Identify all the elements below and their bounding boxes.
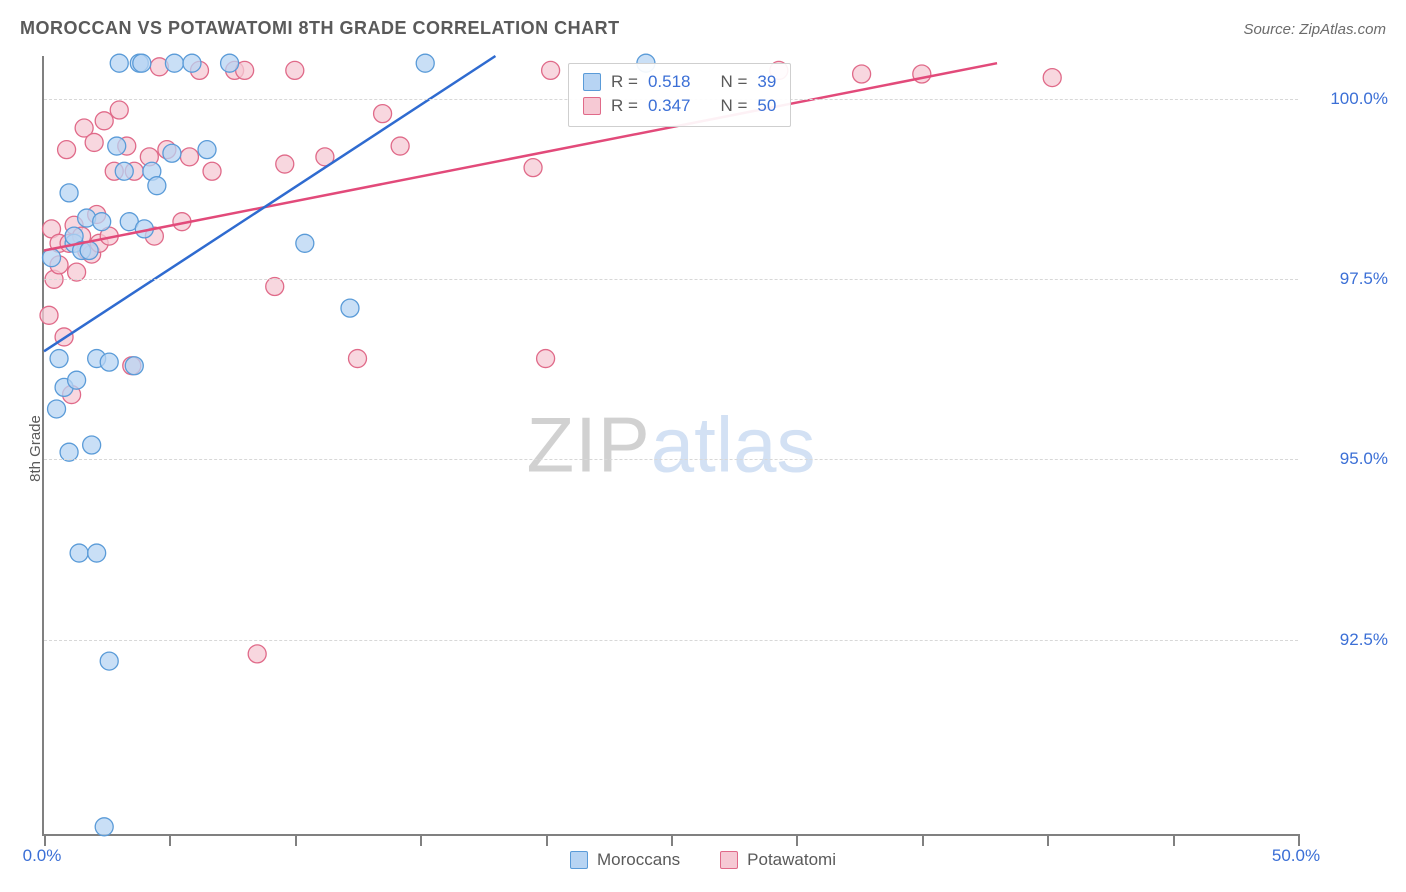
data-point-moroccans [183, 54, 201, 72]
data-point-potawatomi [85, 133, 103, 151]
y-tick-label: 100.0% [1330, 89, 1388, 109]
data-point-moroccans [115, 162, 133, 180]
legend-item-moroccans: Moroccans [570, 850, 680, 870]
data-point-potawatomi [95, 112, 113, 130]
stats-n-value: 39 [757, 72, 776, 92]
plot-area: ZIPatlas R =0.518N =39R =0.347N =50 [42, 56, 1298, 836]
x-tick [546, 834, 548, 846]
trend-line-moroccans [44, 56, 495, 351]
data-point-moroccans [165, 54, 183, 72]
data-point-potawatomi [286, 61, 304, 79]
x-tick [1298, 834, 1300, 846]
x-tick [44, 834, 46, 846]
data-point-potawatomi [391, 137, 409, 155]
data-point-moroccans [100, 652, 118, 670]
stats-r-label: R = [611, 72, 638, 92]
data-point-moroccans [70, 544, 88, 562]
data-point-moroccans [48, 400, 66, 418]
data-point-potawatomi [40, 306, 58, 324]
stats-swatch [583, 97, 601, 115]
x-tick [1047, 834, 1049, 846]
gridline-h [44, 459, 1298, 460]
data-point-moroccans [83, 436, 101, 454]
data-point-moroccans [110, 54, 128, 72]
data-point-potawatomi [248, 645, 266, 663]
data-point-potawatomi [203, 162, 221, 180]
data-point-moroccans [163, 144, 181, 162]
gridline-h [44, 640, 1298, 641]
data-point-potawatomi [276, 155, 294, 173]
x-tick [922, 834, 924, 846]
data-point-potawatomi [110, 101, 128, 119]
data-point-potawatomi [524, 159, 542, 177]
data-point-moroccans [296, 234, 314, 252]
data-point-moroccans [133, 54, 151, 72]
chart-title: MOROCCAN VS POTAWATOMI 8TH GRADE CORRELA… [20, 18, 620, 39]
y-tick-column: 100.0% 97.5% 95.0% 92.5% [1296, 56, 1406, 834]
y-tick-label: 95.0% [1340, 449, 1388, 469]
data-point-moroccans [125, 357, 143, 375]
data-point-moroccans [416, 54, 434, 72]
data-point-moroccans [60, 184, 78, 202]
stats-n-label: N = [720, 96, 747, 116]
swatch-moroccans [570, 851, 588, 869]
data-point-potawatomi [374, 105, 392, 123]
stats-r-value: 0.347 [648, 96, 691, 116]
data-point-potawatomi [180, 148, 198, 166]
bottom-legend: Moroccans Potawatomi [0, 850, 1406, 870]
x-tick [420, 834, 422, 846]
data-point-moroccans [108, 137, 126, 155]
data-point-moroccans [341, 299, 359, 317]
chart-header: MOROCCAN VS POTAWATOMI 8TH GRADE CORRELA… [20, 18, 1386, 39]
data-point-moroccans [198, 141, 216, 159]
x-tick [1173, 834, 1175, 846]
plot-svg [44, 56, 1298, 834]
x-tick [796, 834, 798, 846]
data-point-potawatomi [853, 65, 871, 83]
data-point-moroccans [68, 371, 86, 389]
stats-r-label: R = [611, 96, 638, 116]
swatch-potawatomi [720, 851, 738, 869]
stats-row: R = 0.518 N = 39 [583, 70, 776, 94]
data-point-potawatomi [537, 350, 555, 368]
data-point-moroccans [93, 213, 111, 231]
legend-item-potawatomi: Potawatomi [720, 850, 836, 870]
data-point-potawatomi [542, 61, 560, 79]
stats-r-value: 0.518 [648, 72, 691, 92]
stats-n-label: N = [720, 72, 747, 92]
data-point-moroccans [88, 544, 106, 562]
x-tick [671, 834, 673, 846]
chart-source: Source: ZipAtlas.com [1243, 21, 1386, 38]
data-point-moroccans [148, 177, 166, 195]
legend-label-moroccans: Moroccans [597, 850, 680, 870]
data-point-potawatomi [349, 350, 367, 368]
y-tick-label: 97.5% [1340, 269, 1388, 289]
y-tick-label: 92.5% [1340, 630, 1388, 650]
data-point-potawatomi [58, 141, 76, 159]
x-tick [295, 834, 297, 846]
stats-row: R = 0.347 N = 50 [583, 94, 776, 118]
legend-label-potawatomi: Potawatomi [747, 850, 836, 870]
data-point-moroccans [95, 818, 113, 836]
data-point-moroccans [80, 242, 98, 260]
stats-box: R = 0.518 N = 39 R = 0.347 N = 50 [568, 63, 791, 127]
stats-n-value: 50 [757, 96, 776, 116]
x-tick [169, 834, 171, 846]
stats-swatch [583, 73, 601, 91]
data-point-moroccans [100, 353, 118, 371]
data-point-moroccans [50, 350, 68, 368]
data-point-moroccans [221, 54, 239, 72]
data-point-potawatomi [1043, 69, 1061, 87]
gridline-h [44, 279, 1298, 280]
